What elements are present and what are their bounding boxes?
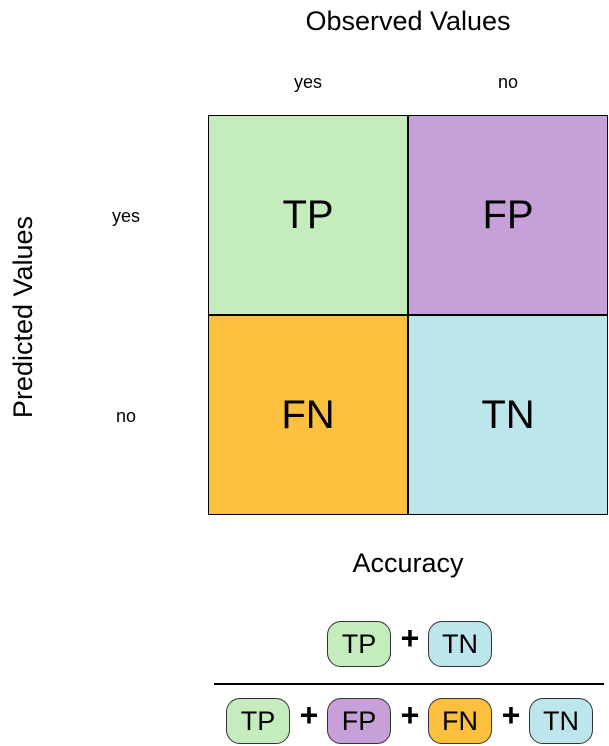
numerator-tn-pill: TN xyxy=(428,621,492,667)
column-label-no: no xyxy=(497,72,519,92)
cell-false-positive: FP xyxy=(408,115,608,315)
denominator-fp-pill: FP xyxy=(327,698,391,744)
fp-label: FP xyxy=(482,192,534,237)
denominator-fn-pill: FN xyxy=(428,698,492,744)
cell-true-negative: TN xyxy=(408,315,608,515)
row-label-yes: yes xyxy=(111,206,140,226)
numerator-tn-text: TN xyxy=(442,628,478,659)
tp-label: TP xyxy=(282,192,334,237)
denominator-fp-text: FP xyxy=(341,705,377,736)
column-label-yes: yes xyxy=(293,72,322,92)
fn-label: FN xyxy=(281,392,335,437)
tn-label: TN xyxy=(481,392,535,437)
denominator-tp-pill: TP xyxy=(226,698,290,744)
fraction-line xyxy=(214,683,604,685)
observed-values-title: Observed Values xyxy=(305,6,511,36)
accuracy-title: Accuracy xyxy=(352,548,464,578)
denominator-tn-pill: TN xyxy=(529,698,593,744)
cell-true-positive: TP xyxy=(208,115,408,315)
numerator-tp-text: TP xyxy=(341,628,377,659)
numerator-plus-sign: + xyxy=(400,620,420,656)
predicted-values-title: Predicted Values xyxy=(8,215,38,419)
numerator-tp-pill: TP xyxy=(327,621,391,667)
denominator-tn-text: TN xyxy=(543,705,579,736)
cell-false-negative: FN xyxy=(208,315,408,515)
denominator-tp-text: TP xyxy=(240,705,276,736)
denominator-fn-text: FN xyxy=(442,705,478,736)
denominator-plus-sign-2: + xyxy=(400,697,420,733)
denominator-plus-sign-3: + xyxy=(501,697,521,733)
denominator-plus-sign-1: + xyxy=(299,697,319,733)
row-label-no: no xyxy=(115,406,137,426)
